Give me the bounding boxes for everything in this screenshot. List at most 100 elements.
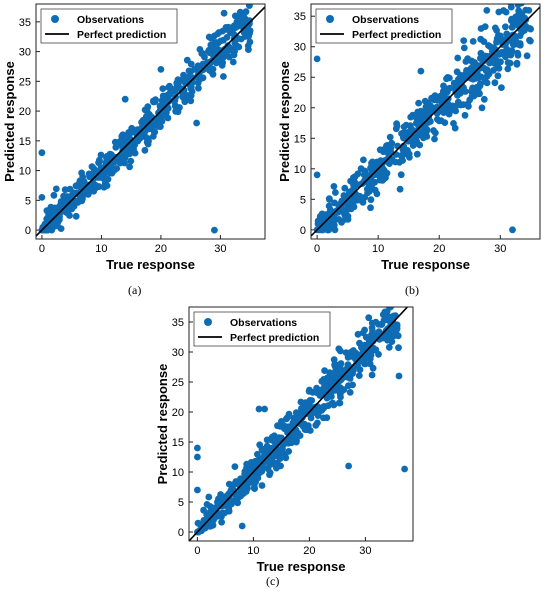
observation-point	[494, 72, 502, 80]
observation-point	[355, 357, 363, 365]
observation-point	[324, 374, 331, 382]
observation-point	[509, 226, 516, 234]
legend-label-observations: Observations	[352, 14, 419, 26]
legend-marker-observations	[204, 318, 212, 326]
observation-point	[301, 420, 308, 428]
y-tick-label: 10	[294, 164, 306, 176]
observation-point	[312, 421, 320, 429]
observation-point	[157, 114, 165, 122]
observation-point	[427, 102, 434, 110]
observation-point	[139, 120, 147, 127]
y-tick-label: 30	[172, 347, 184, 359]
observation-point	[514, 49, 521, 57]
observation-point	[498, 84, 505, 91]
observation-point	[324, 226, 332, 234]
y-tick-label: 5	[25, 195, 31, 207]
observation-point	[354, 330, 362, 338]
observation-point	[54, 222, 61, 230]
observation-point	[248, 478, 255, 485]
observation-point	[460, 37, 468, 44]
observation-point	[495, 65, 503, 72]
observation-point	[513, 59, 521, 67]
observation-point	[76, 194, 84, 202]
observation-point	[185, 93, 192, 101]
observation-point	[326, 196, 333, 203]
observation-point	[214, 56, 222, 64]
x-tick-label: 20	[303, 545, 315, 557]
observation-point	[469, 85, 476, 93]
observation-point	[285, 423, 292, 431]
observation-point	[521, 14, 528, 22]
observation-point	[525, 6, 533, 14]
observation-point	[454, 54, 462, 62]
observation-point	[200, 506, 207, 514]
observation-point	[246, 17, 254, 24]
observation-point	[151, 98, 159, 106]
observation-point	[270, 437, 277, 445]
observation-point	[273, 459, 281, 467]
observation-point	[390, 332, 398, 340]
observation-point	[369, 364, 377, 372]
observation-point	[351, 173, 359, 180]
observation-point	[258, 468, 266, 475]
observation-point	[213, 39, 220, 46]
observation-point	[154, 123, 162, 130]
observation-point	[509, 20, 517, 27]
observation-point	[349, 381, 356, 389]
observation-point	[280, 440, 288, 448]
observation-point	[502, 23, 509, 31]
observation-point	[246, 4, 253, 9]
observation-point	[332, 367, 340, 374]
observation-point	[469, 38, 477, 45]
observation-point	[203, 501, 211, 508]
observation-point	[346, 389, 354, 396]
observation-point	[242, 488, 250, 495]
perfect-prediction-line	[36, 6, 265, 237]
observation-point	[236, 493, 243, 500]
observation-point	[244, 42, 252, 50]
observation-point	[462, 58, 470, 65]
observation-point	[205, 493, 213, 501]
observation-point	[430, 127, 437, 134]
observation-point	[480, 64, 488, 72]
legend-label-perfect-prediction: Perfect prediction	[230, 332, 319, 344]
observation-point	[460, 44, 468, 52]
observation-point	[246, 29, 254, 37]
observation-point	[337, 384, 344, 392]
observation-point	[225, 480, 233, 488]
y-tick-label: 30	[19, 47, 31, 59]
observation-point	[380, 166, 388, 174]
x-axis-label: True response	[257, 559, 346, 574]
observation-point	[220, 9, 228, 17]
y-axis-label: Predicted response	[277, 61, 292, 182]
observation-point	[471, 66, 479, 74]
y-tick-label: 30	[294, 42, 306, 54]
y-tick-label: 35	[19, 17, 31, 29]
observation-point	[368, 331, 375, 339]
legend-marker-observations	[51, 15, 59, 23]
observation-point	[222, 49, 230, 56]
observation-point	[440, 109, 448, 116]
observation-point	[358, 180, 366, 188]
observation-point	[385, 343, 393, 351]
observation-point	[417, 67, 425, 75]
observation-point	[446, 74, 453, 82]
observation-point	[318, 210, 326, 218]
y-tick-label: 15	[172, 437, 184, 449]
observation-point	[345, 462, 352, 470]
observation-point	[397, 171, 405, 179]
observation-point	[337, 360, 345, 367]
observation-point	[195, 84, 202, 92]
observation-point	[507, 4, 515, 11]
observation-point	[298, 405, 305, 412]
observation-point	[503, 30, 511, 38]
observation-point	[381, 310, 389, 318]
observation-point	[502, 53, 509, 61]
perfect-prediction-line	[189, 307, 409, 541]
observation-point	[349, 370, 356, 377]
scatter-chart-c: 0 10 20 30 0 5 10 15 20 25 30 35 Observations Perfect…	[155, 306, 414, 574]
observation-point	[220, 73, 227, 80]
observation-point	[144, 140, 152, 148]
observation-point	[475, 74, 482, 81]
observation-point	[330, 183, 338, 190]
